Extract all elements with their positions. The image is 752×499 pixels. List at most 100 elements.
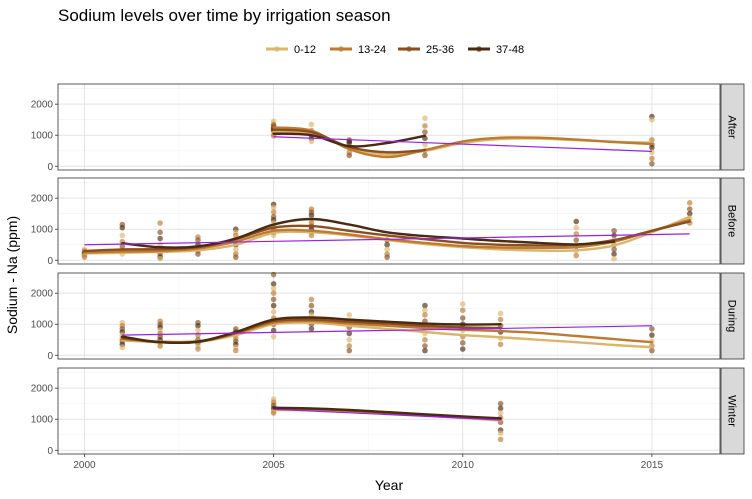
data-point bbox=[308, 232, 315, 239]
data-point bbox=[195, 322, 201, 329]
y-tick-label: 2000 bbox=[31, 289, 54, 300]
data-point bbox=[649, 144, 655, 151]
data-point bbox=[611, 255, 617, 262]
data-point bbox=[422, 302, 428, 309]
data-point bbox=[497, 341, 504, 348]
data-point bbox=[157, 343, 163, 349]
data-point bbox=[686, 200, 693, 206]
data-point bbox=[232, 254, 239, 260]
trend-line bbox=[273, 408, 501, 421]
data-point bbox=[497, 410, 504, 416]
legend: 0-12 13-24 25-36 37-48 bbox=[266, 44, 524, 56]
legend-label: 13-24 bbox=[358, 44, 386, 56]
legend-key-point bbox=[406, 46, 412, 52]
panel-background bbox=[58, 368, 720, 454]
data-point bbox=[384, 246, 390, 253]
panel-border bbox=[57, 367, 721, 455]
data-point bbox=[649, 326, 655, 332]
data-point bbox=[346, 152, 353, 159]
chart-title: Sodium levels over time by irrigation se… bbox=[58, 6, 391, 25]
y-tick-label: 2000 bbox=[31, 194, 54, 205]
data-point bbox=[497, 316, 504, 323]
data-point bbox=[195, 251, 201, 257]
x-axis: 2000 2005 2010 2015 bbox=[73, 454, 663, 471]
smooth-line-37-48 bbox=[272, 406, 502, 420]
data-point bbox=[611, 246, 617, 253]
y-tick-label: 0 bbox=[47, 351, 53, 362]
x-axis-title: Year bbox=[375, 477, 404, 493]
data-point bbox=[649, 332, 655, 338]
smooth-line-37-48 bbox=[121, 217, 616, 249]
data-point bbox=[384, 241, 390, 248]
data-point bbox=[119, 224, 126, 231]
data-point bbox=[422, 152, 428, 159]
data-point bbox=[459, 315, 466, 321]
smooth-line-37-48 bbox=[121, 316, 502, 345]
facet-panel: 0 1000 2000 During bbox=[31, 271, 745, 362]
data-point bbox=[308, 296, 315, 303]
facet-strip-label: Before bbox=[726, 205, 738, 237]
x-tick-label: 2000 bbox=[73, 460, 96, 471]
data-point bbox=[270, 281, 277, 287]
data-point bbox=[270, 271, 277, 278]
smooth-line-37-48 bbox=[272, 132, 427, 148]
data-point bbox=[459, 340, 466, 346]
panel-border bbox=[57, 272, 721, 360]
data-point bbox=[270, 290, 277, 296]
data-point bbox=[308, 302, 315, 309]
legend-label: 25-36 bbox=[426, 44, 454, 56]
trend-line bbox=[122, 325, 652, 336]
data-point bbox=[384, 254, 390, 260]
panels: 0 1000 2000 After 0 1000 2000 Before 0 1000 2000 Du… bbox=[31, 83, 745, 457]
data-point bbox=[459, 307, 466, 314]
data-point bbox=[195, 237, 201, 243]
data-point bbox=[573, 252, 580, 259]
data-point bbox=[346, 312, 353, 318]
data-point bbox=[270, 296, 277, 303]
data-point bbox=[422, 123, 428, 129]
legend-label: 37-48 bbox=[496, 44, 524, 56]
legend-label: 0-12 bbox=[294, 44, 316, 56]
panel-border bbox=[57, 177, 721, 265]
facet-strip-label: After bbox=[726, 115, 738, 139]
data-point bbox=[422, 343, 428, 349]
y-tick-label: 1000 bbox=[31, 225, 54, 236]
facet-panel: 0 1000 2000 Winter bbox=[31, 367, 745, 457]
data-point bbox=[686, 206, 693, 212]
facet-panel: 0 1000 2000 Before bbox=[31, 177, 745, 267]
data-point bbox=[270, 204, 277, 211]
panel-border bbox=[57, 83, 721, 171]
data-point bbox=[422, 312, 428, 318]
data-point bbox=[195, 327, 201, 334]
data-point bbox=[346, 336, 353, 343]
data-point bbox=[611, 251, 617, 257]
data-point bbox=[422, 347, 428, 354]
data-point bbox=[157, 235, 163, 242]
data-point bbox=[422, 115, 428, 121]
data-point bbox=[308, 326, 315, 332]
data-point bbox=[497, 310, 504, 317]
data-point bbox=[573, 237, 580, 243]
data-point bbox=[649, 155, 655, 162]
data-point bbox=[573, 218, 580, 225]
data-point bbox=[649, 347, 655, 354]
x-tick-label: 2015 bbox=[641, 460, 664, 471]
data-point bbox=[270, 410, 277, 416]
data-point bbox=[232, 347, 239, 354]
data-point bbox=[459, 301, 466, 307]
data-point bbox=[119, 232, 126, 239]
trend-line bbox=[84, 233, 690, 246]
data-point bbox=[270, 285, 277, 292]
data-point bbox=[649, 160, 655, 167]
data-point bbox=[308, 121, 315, 128]
x-tick-label: 2010 bbox=[452, 460, 475, 471]
data-point bbox=[346, 347, 353, 354]
data-point bbox=[157, 229, 163, 236]
data-point bbox=[497, 436, 504, 443]
data-point bbox=[232, 246, 239, 253]
data-point bbox=[270, 309, 277, 315]
legend-key-point bbox=[274, 46, 280, 52]
data-point bbox=[611, 227, 617, 234]
data-point bbox=[157, 220, 163, 226]
